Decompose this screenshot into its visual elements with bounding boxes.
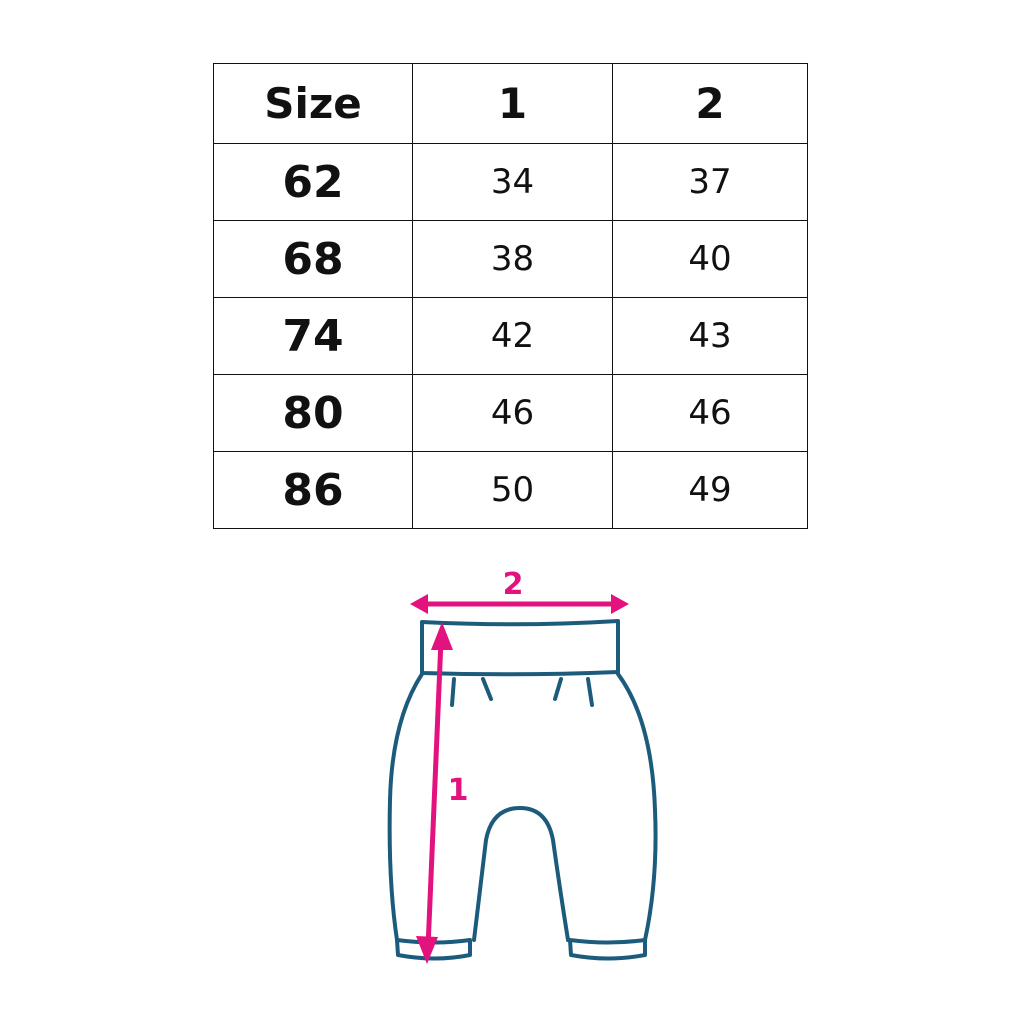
width-arrow-head-right [611, 594, 629, 614]
measure-2-cell: 37 [612, 143, 808, 221]
table-row: 74 42 43 [213, 297, 808, 375]
size-cell: 74 [213, 297, 413, 375]
table-header-row: Size 1 2 [213, 63, 808, 144]
measure-2-cell: 43 [612, 297, 808, 375]
right-cuff [568, 938, 647, 961]
header-1: 1 [412, 63, 613, 144]
measure-1-cell: 42 [412, 297, 613, 375]
length-arrow [425, 639, 444, 949]
table-row: 68 38 40 [213, 220, 808, 298]
size-cell: 86 [213, 451, 413, 529]
width-arrow-head-left [410, 594, 428, 614]
size-table: Size 1 2 62 34 37 68 38 40 74 42 43 80 4… [213, 63, 808, 529]
pants-left-side [387, 672, 424, 942]
waistband [420, 619, 620, 677]
width-label: 2 [503, 567, 524, 602]
length-label: 1 [448, 773, 469, 808]
size-cell: 80 [213, 374, 413, 452]
measure-1-cell: 50 [412, 451, 613, 529]
measure-1-cell: 38 [412, 220, 613, 298]
length-arrow-head-bottom [416, 936, 438, 964]
measure-2-cell: 46 [612, 374, 808, 452]
measure-2-cell: 49 [612, 451, 808, 529]
measure-1-cell: 46 [412, 374, 613, 452]
pleat [586, 677, 594, 707]
table-row: 86 50 49 [213, 451, 808, 529]
pleat [553, 677, 563, 701]
pants-crotch [472, 806, 570, 942]
table-row: 80 46 46 [213, 374, 808, 452]
measure-2-cell: 40 [612, 220, 808, 298]
length-arrow-head-top [431, 622, 453, 650]
pleat [450, 677, 456, 707]
pants-right-side [616, 672, 658, 942]
header-2: 2 [612, 63, 808, 144]
pleat [481, 677, 493, 701]
header-size: Size [213, 63, 413, 144]
